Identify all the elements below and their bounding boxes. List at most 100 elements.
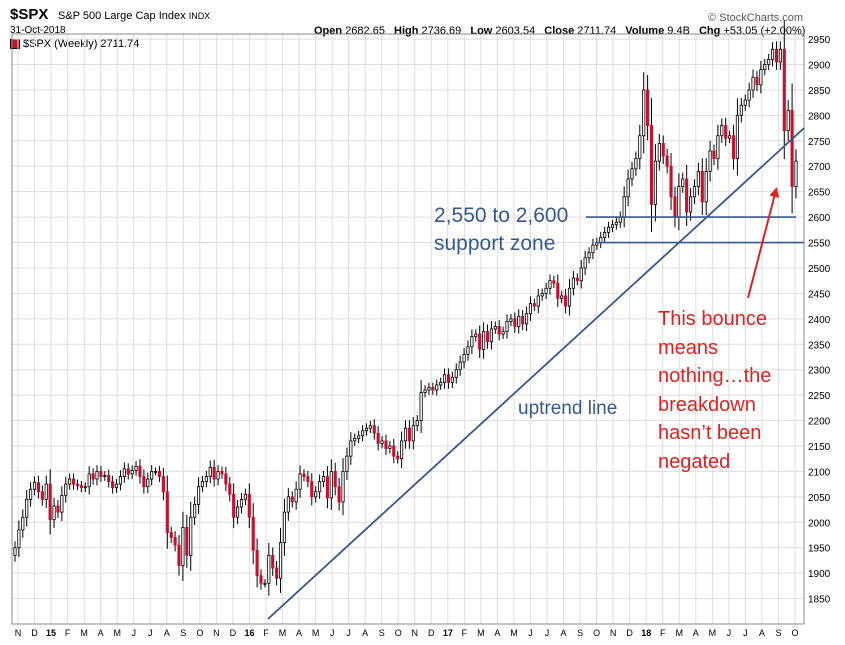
- candle: [372, 425, 376, 434]
- y-tick-label: 2600: [808, 213, 831, 224]
- candle: [228, 483, 232, 495]
- x-tick-label: N: [213, 628, 220, 638]
- candle: [646, 89, 650, 126]
- candle: [435, 384, 439, 391]
- candle: [524, 313, 529, 325]
- candle: [72, 478, 76, 485]
- candle: [442, 374, 447, 383]
- x-tick-label: A: [494, 628, 500, 638]
- candle: [415, 420, 419, 427]
- x-tick-label: 18: [641, 628, 651, 638]
- candle: [446, 374, 451, 383]
- candle: [216, 471, 220, 480]
- candle: [345, 455, 349, 472]
- candle: [427, 387, 431, 391]
- x-tick-label: S: [775, 628, 781, 638]
- x-tick-label: 15: [46, 628, 56, 638]
- candle: [700, 170, 704, 203]
- y-tick-label: 2750: [808, 137, 831, 148]
- candle: [634, 158, 638, 170]
- x-tick-label: D: [428, 628, 435, 638]
- x-tick-label: A: [98, 628, 104, 638]
- candle: [314, 491, 318, 498]
- index-name-text: S&P 500 Large Cap Index: [58, 10, 186, 22]
- candle: [708, 150, 712, 172]
- candle: [704, 170, 708, 203]
- candle: [130, 469, 134, 475]
- brand-label[interactable]: © StockCharts.com: [708, 12, 803, 24]
- candle: [40, 491, 44, 500]
- candle: [56, 505, 60, 513]
- series-label: $SPX (Weekly) 2711.74: [10, 38, 139, 50]
- candle: [556, 282, 560, 299]
- candle: [122, 468, 126, 477]
- support-zone-annotation: 2,550 to 2,600 support zone: [434, 202, 568, 258]
- candle: [396, 455, 400, 460]
- x-tick-label: M: [709, 628, 717, 638]
- candle: [103, 475, 107, 477]
- candle: [329, 471, 333, 499]
- candle: [653, 160, 657, 205]
- candle: [724, 125, 728, 139]
- candle: [579, 267, 583, 282]
- candle: [407, 427, 411, 442]
- y-tick-label: 2650: [808, 188, 831, 199]
- x-tick-label: F: [660, 628, 666, 638]
- candle: [17, 529, 21, 549]
- candle: [778, 48, 782, 63]
- x-tick-label: J: [743, 628, 748, 638]
- x-tick-label: M: [676, 628, 684, 638]
- candle: [763, 64, 767, 71]
- candle: [177, 544, 181, 566]
- candle: [665, 155, 669, 167]
- x-tick-label: O: [395, 628, 402, 638]
- bounce-line: hasn’t been: [658, 422, 762, 444]
- x-tick-label: 17: [443, 628, 453, 638]
- candle: [204, 476, 208, 482]
- exchange-code: INDX: [188, 11, 211, 21]
- candle: [64, 483, 68, 496]
- candle: [638, 135, 642, 160]
- candle: [536, 295, 540, 307]
- candle: [431, 387, 435, 391]
- candle: [392, 445, 396, 457]
- ticker-symbol: $SPX: [10, 6, 49, 23]
- candle: [91, 473, 95, 480]
- chart-date: 31-Oct-2018: [10, 25, 66, 36]
- annotation-arrow: [747, 187, 780, 299]
- candle: [99, 471, 103, 477]
- candle: [251, 516, 255, 551]
- candle: [52, 505, 56, 521]
- candle: [173, 537, 177, 546]
- x-tick-label: A: [296, 628, 302, 638]
- x-tick-label: J: [330, 628, 335, 638]
- candle: [661, 142, 665, 157]
- candle: [712, 150, 716, 160]
- candle: [44, 483, 48, 500]
- candle: [478, 333, 482, 350]
- candle: [259, 575, 263, 584]
- y-tick-label: 2850: [808, 86, 831, 97]
- y-tick-label: 2050: [808, 493, 831, 504]
- series-label-text: $SPX (Weekly) 2711.74: [23, 38, 140, 50]
- candle: [87, 473, 91, 488]
- x-tick-label: D: [230, 628, 237, 638]
- candle: [154, 471, 158, 473]
- candle: [720, 125, 724, 137]
- candle: [142, 476, 146, 488]
- candle: [200, 481, 205, 488]
- candle: [458, 361, 462, 371]
- y-tick-label: 1950: [808, 544, 831, 555]
- candle: [337, 486, 341, 503]
- candle: [196, 486, 201, 505]
- candle: [306, 476, 310, 482]
- candle: [630, 168, 634, 180]
- y-tick-label: 2300: [808, 366, 831, 377]
- x-tick-label: M: [312, 628, 320, 638]
- candle: [626, 178, 630, 198]
- candle: [517, 315, 521, 327]
- bounce-annotation: This bounce means nothing…the breakdown …: [658, 305, 771, 476]
- candle: [353, 437, 357, 442]
- candle: [83, 486, 87, 489]
